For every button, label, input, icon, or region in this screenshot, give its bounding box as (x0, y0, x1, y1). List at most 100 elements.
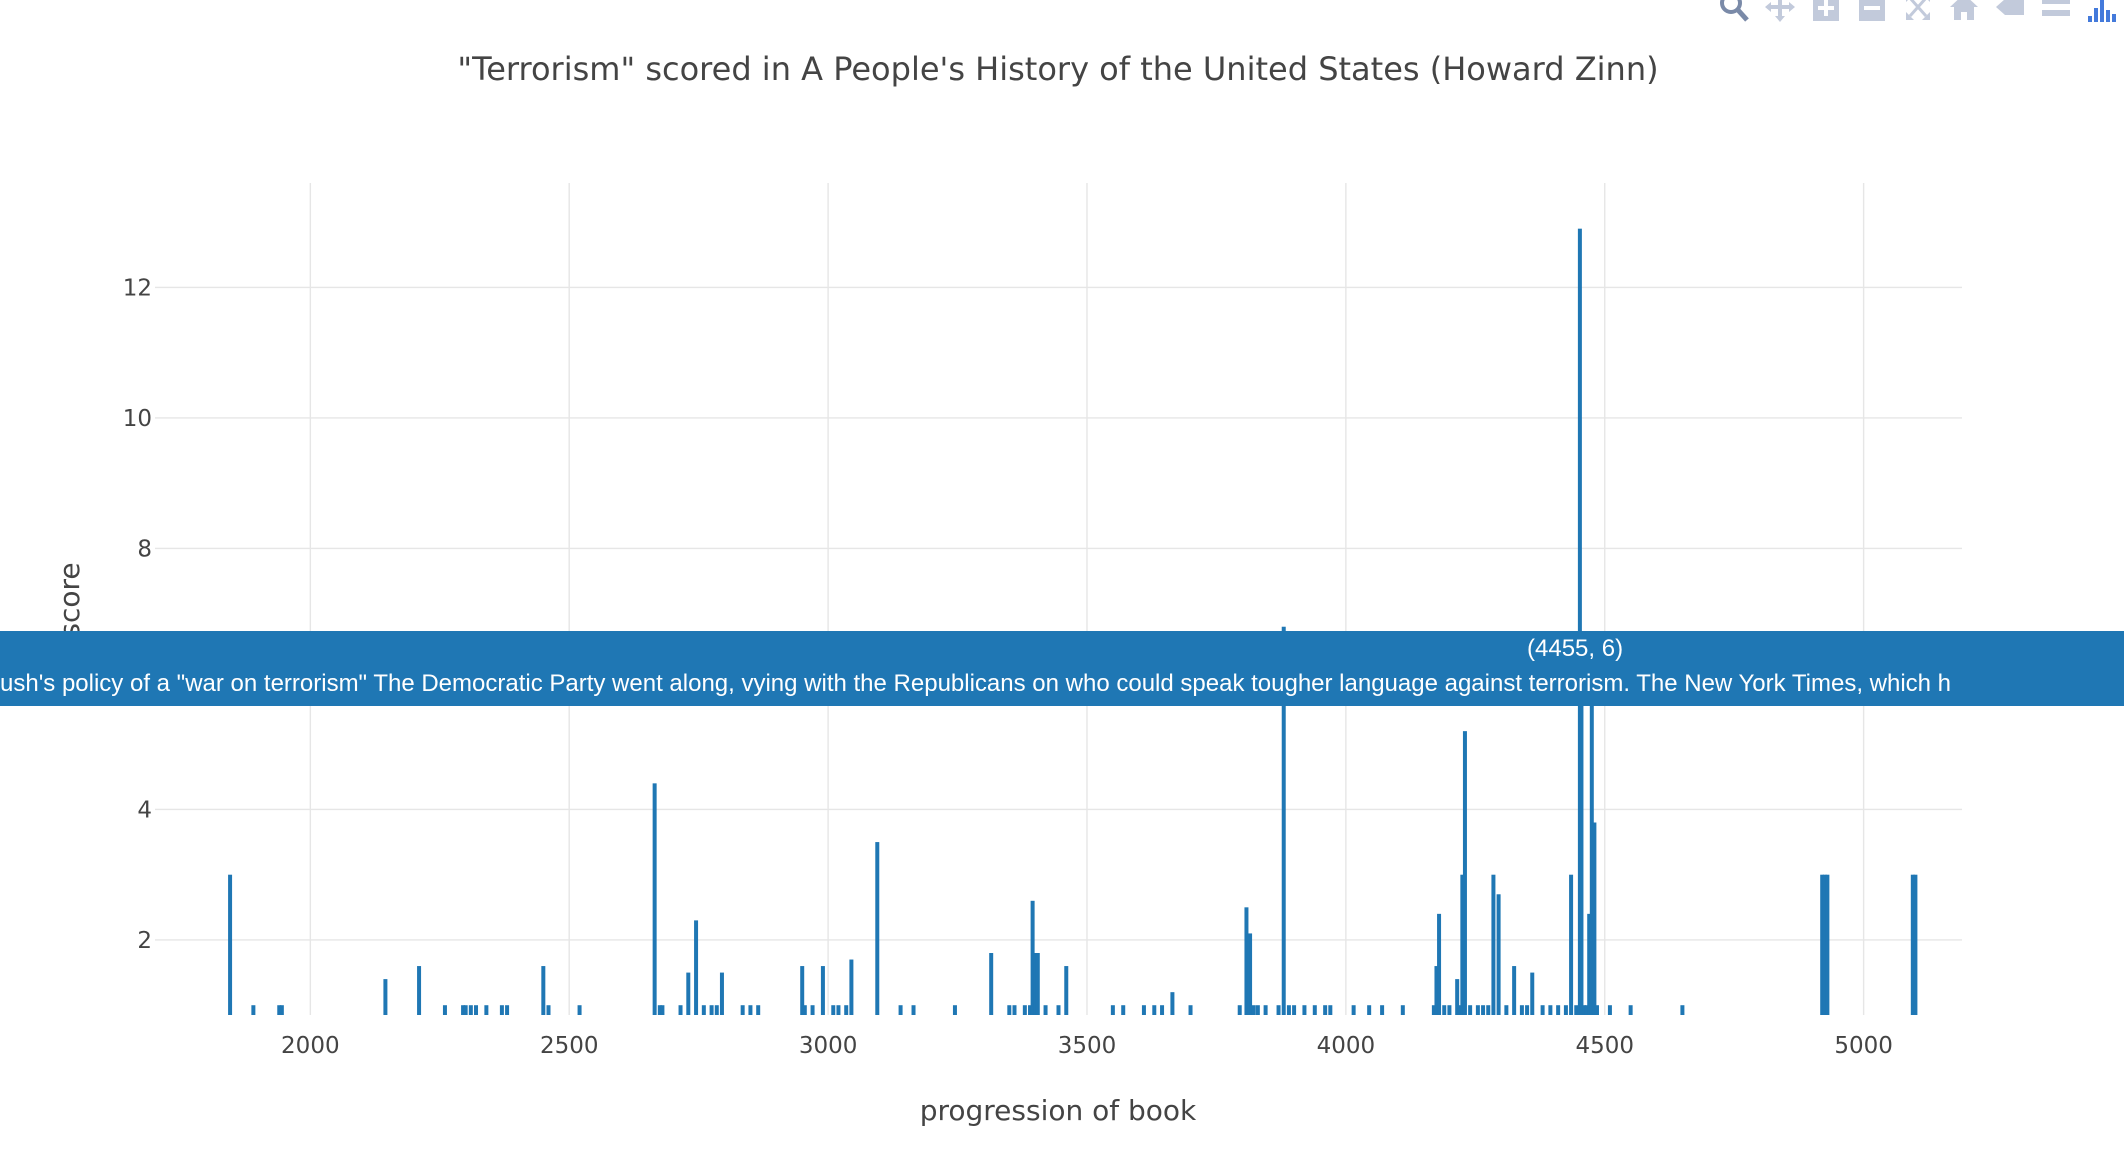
bar[interactable] (831, 1005, 836, 1015)
bar[interactable] (756, 1005, 761, 1015)
bar[interactable] (694, 920, 699, 1015)
bar[interactable] (1380, 1005, 1385, 1015)
bar[interactable] (1680, 1005, 1685, 1015)
bar[interactable] (1188, 1005, 1193, 1015)
bar[interactable] (1582, 1005, 1587, 1015)
bar[interactable] (1035, 953, 1040, 1015)
bar[interactable] (1043, 1005, 1048, 1015)
bar[interactable] (1822, 874, 1827, 1015)
bar[interactable] (499, 1005, 504, 1015)
bar[interactable] (719, 972, 724, 1015)
bar[interactable] (1064, 966, 1069, 1015)
bar[interactable] (1030, 900, 1035, 1015)
bar[interactable] (1910, 874, 1915, 1015)
zoom-in-icon[interactable] (1810, 0, 1842, 24)
bar[interactable] (701, 1005, 706, 1015)
bar[interactable] (1351, 1005, 1356, 1015)
bar[interactable] (1577, 228, 1582, 1015)
bar[interactable] (1607, 1005, 1612, 1015)
bar[interactable] (383, 979, 388, 1015)
bar[interactable] (468, 1005, 473, 1015)
bar[interactable] (1447, 1005, 1452, 1015)
bar[interactable] (1525, 1005, 1530, 1015)
bar[interactable] (1263, 1005, 1268, 1015)
bar[interactable] (1825, 874, 1830, 1015)
bar-series[interactable] (228, 228, 1918, 1015)
bar[interactable] (1033, 953, 1038, 1015)
bar[interactable] (1400, 1005, 1405, 1015)
bar[interactable] (1548, 1005, 1553, 1015)
bar[interactable] (1141, 1005, 1146, 1015)
bar[interactable] (461, 1005, 466, 1015)
bar[interactable] (577, 1005, 582, 1015)
bar[interactable] (1160, 1005, 1165, 1015)
bar[interactable] (1323, 1005, 1328, 1015)
bar[interactable] (709, 1005, 714, 1015)
bar[interactable] (1170, 992, 1175, 1015)
bar[interactable] (1281, 626, 1286, 1015)
bar[interactable] (1820, 874, 1825, 1015)
bar[interactable] (1468, 1005, 1473, 1015)
bar[interactable] (1569, 874, 1574, 1015)
bar[interactable] (1312, 1005, 1317, 1015)
bar[interactable] (1110, 1005, 1115, 1015)
bar[interactable] (1587, 913, 1592, 1015)
bar[interactable] (1563, 1005, 1568, 1015)
bar[interactable] (1519, 1005, 1524, 1015)
bar[interactable] (474, 1005, 479, 1015)
bar[interactable] (1504, 1005, 1509, 1015)
bar[interactable] (1437, 913, 1442, 1015)
bar[interactable] (1592, 822, 1597, 1015)
bar[interactable] (1556, 1005, 1561, 1015)
bar[interactable] (1328, 1005, 1333, 1015)
bar[interactable] (442, 1005, 447, 1015)
bar[interactable] (463, 1005, 468, 1015)
bar[interactable] (417, 966, 422, 1015)
bar[interactable] (800, 966, 805, 1015)
bar[interactable] (1486, 1005, 1491, 1015)
bar[interactable] (1913, 874, 1918, 1015)
hover-closest-icon[interactable] (1994, 0, 2026, 24)
bar[interactable] (1457, 1005, 1462, 1015)
bar[interactable] (1455, 979, 1460, 1015)
bar[interactable] (1579, 678, 1584, 1015)
bar[interactable] (989, 953, 994, 1015)
bar[interactable] (1462, 731, 1467, 1015)
reset-axes-icon[interactable] (1948, 0, 1980, 24)
bar[interactable] (1251, 1005, 1256, 1015)
bar[interactable] (546, 1005, 551, 1015)
bar[interactable] (1512, 966, 1517, 1015)
bar[interactable] (875, 842, 880, 1015)
bar[interactable] (1007, 1005, 1012, 1015)
bar[interactable] (660, 1005, 665, 1015)
bar[interactable] (1530, 972, 1535, 1015)
bar[interactable] (251, 1005, 256, 1015)
bar[interactable] (1442, 1005, 1447, 1015)
bar[interactable] (849, 959, 854, 1015)
bar[interactable] (1574, 1005, 1579, 1015)
bar[interactable] (228, 874, 233, 1015)
bar[interactable] (740, 1005, 745, 1015)
bar[interactable] (1121, 1005, 1126, 1015)
bar[interactable] (1286, 1005, 1291, 1015)
bar[interactable] (802, 1005, 807, 1015)
bar[interactable] (911, 1005, 916, 1015)
autoscale-icon[interactable] (1902, 0, 1934, 24)
bar[interactable] (505, 1005, 510, 1015)
bar[interactable] (836, 1005, 841, 1015)
bar[interactable] (1496, 894, 1501, 1015)
bar[interactable] (1255, 1005, 1260, 1015)
bar[interactable] (844, 1005, 849, 1015)
bar[interactable] (820, 966, 825, 1015)
bar[interactable] (1460, 874, 1465, 1015)
bar[interactable] (277, 1005, 282, 1015)
bar[interactable] (1028, 1005, 1033, 1015)
bar[interactable] (652, 783, 657, 1015)
bar[interactable] (1367, 1005, 1372, 1015)
plotly-logo-icon[interactable] (2086, 0, 2118, 24)
bar[interactable] (1481, 1005, 1486, 1015)
bar[interactable] (1302, 1005, 1307, 1015)
bar[interactable] (657, 1005, 662, 1015)
bar[interactable] (1022, 1005, 1027, 1015)
bar[interactable] (748, 1005, 753, 1015)
